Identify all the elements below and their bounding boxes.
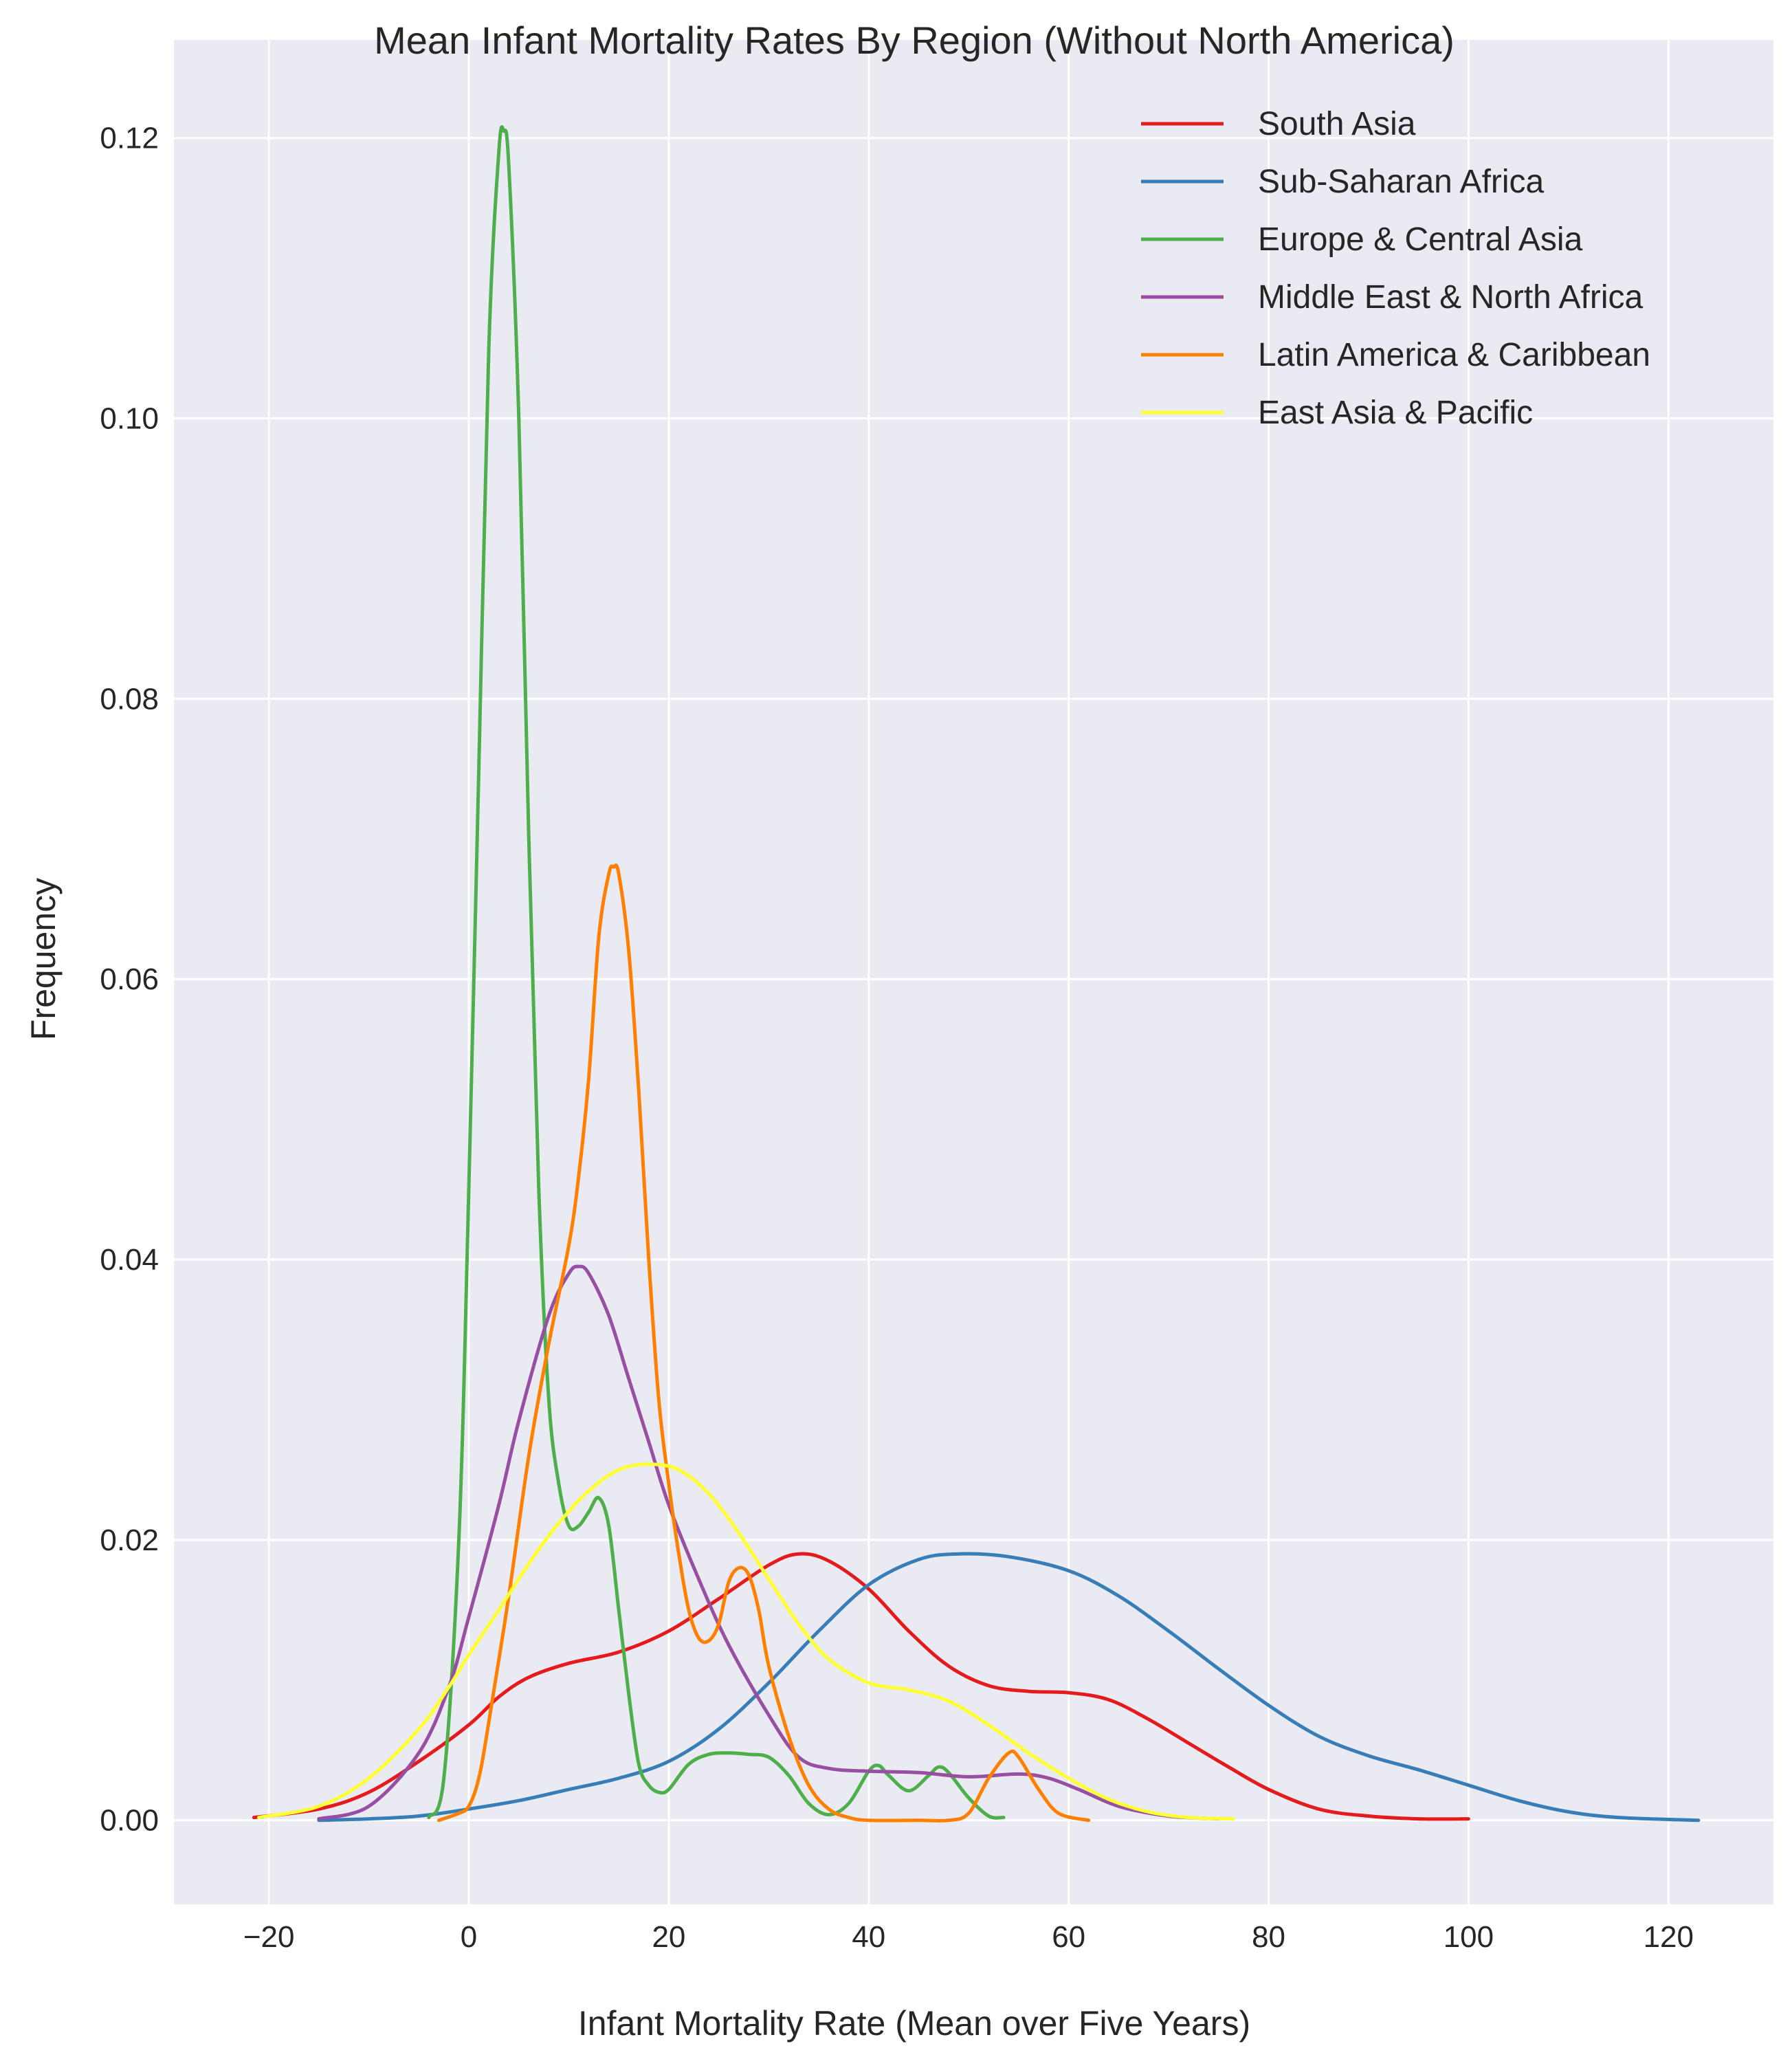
legend-label-latin-america-caribbean: Latin America & Caribbean [1258, 337, 1650, 373]
y-axis-label: Frequency [24, 878, 63, 1040]
y-tick-label: 0.00 [100, 1804, 159, 1838]
plot-area [174, 40, 1773, 1904]
x-axis-label: Infant Mortality Rate (Mean over Five Ye… [578, 2004, 1250, 2043]
series-line-sub-saharan-africa [317, 1552, 1701, 1823]
legend: South Asia Sub-Saharan Africa Europe & Cen… [1141, 106, 1650, 431]
series-line-middle-east-north-africa [317, 1264, 1221, 1821]
series-line-south-asia [252, 1552, 1470, 1821]
y-tick-label: 0.02 [100, 1524, 159, 1557]
x-tick-label: −20 [243, 1920, 295, 1954]
y-tick-label: 0.12 [100, 122, 159, 155]
x-tick-label: 20 [652, 1920, 685, 1954]
legend-label-sub-saharan-africa: Sub-Saharan Africa [1258, 164, 1545, 200]
x-tick-label: 40 [852, 1920, 885, 1954]
series-line-europe-central-asia [427, 125, 1006, 1820]
y-tick-label: 0.06 [100, 962, 159, 996]
x-tick-label: 120 [1644, 1920, 1694, 1954]
legend-label-east-asia-pacific: East Asia & Pacific [1258, 395, 1533, 431]
y-tick-labels: 0.00 0.02 0.04 0.06 0.08 0.10 0.12 [100, 122, 159, 1838]
y-tick-label: 0.10 [100, 402, 159, 436]
y-tick-label: 0.08 [100, 682, 159, 716]
series-lines [252, 125, 1701, 1823]
x-tick-label: 60 [1052, 1920, 1085, 1954]
chart-title: Mean Infant Mortality Rates By Region (W… [374, 19, 1454, 62]
x-tick-label: 80 [1252, 1920, 1285, 1954]
x-tick-label: 0 [461, 1920, 477, 1954]
x-tick-label: 100 [1443, 1920, 1494, 1954]
legend-label-europe-central-asia: Europe & Central Asia [1258, 221, 1583, 258]
y-tick-label: 0.04 [100, 1243, 159, 1277]
x-tick-labels: −20 0 20 40 60 80 100 120 [243, 1920, 1694, 1954]
legend-label-middle-east-north-africa: Middle East & North Africa [1258, 279, 1644, 316]
series-line-east-asia-pacific [257, 1462, 1236, 1821]
legend-label-south-asia: South Asia [1258, 106, 1416, 142]
